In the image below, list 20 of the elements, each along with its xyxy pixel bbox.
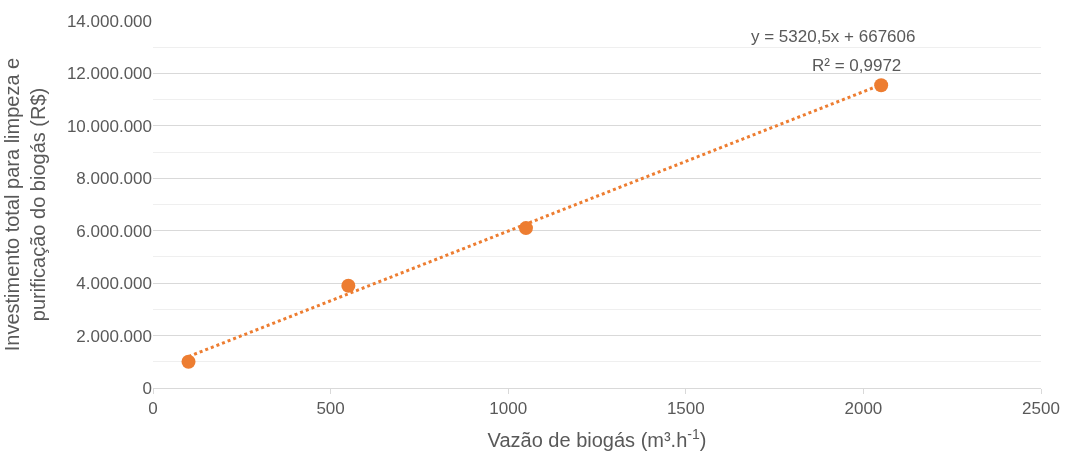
x-tick-label: 1000 <box>489 399 528 419</box>
x-tick-label: 2000 <box>844 399 883 419</box>
y-tick-label: 10.000.000 <box>66 116 152 136</box>
y-tick-label: 4.000.000 <box>76 274 152 294</box>
x-tick-label: 500 <box>316 399 345 419</box>
point <box>341 278 356 293</box>
x-tick-label: 1500 <box>666 399 705 419</box>
y-tick-label: 0 <box>142 378 152 398</box>
y-tick-label: 2.000.000 <box>76 326 152 346</box>
x-tick-label: 2500 <box>1022 399 1060 419</box>
y-tick-label: 12.000.000 <box>66 64 152 84</box>
annotation: y = 5320,5x + 667606 <box>751 27 916 46</box>
y-tick-label: 8.000.000 <box>76 169 152 189</box>
point <box>181 354 196 369</box>
annotation: R² = 0,9972 <box>812 56 902 75</box>
y-tick-label: 6.000.000 <box>76 221 152 241</box>
y-axis-title: Investimento total para limpeza e purificação do biogás (R$) <box>1 57 50 352</box>
point <box>874 78 889 93</box>
y-tick-label: 14.000.000 <box>66 11 152 31</box>
x-axis-title: Vazão de biogás (m³.h$^{-1}$) <box>487 425 707 451</box>
